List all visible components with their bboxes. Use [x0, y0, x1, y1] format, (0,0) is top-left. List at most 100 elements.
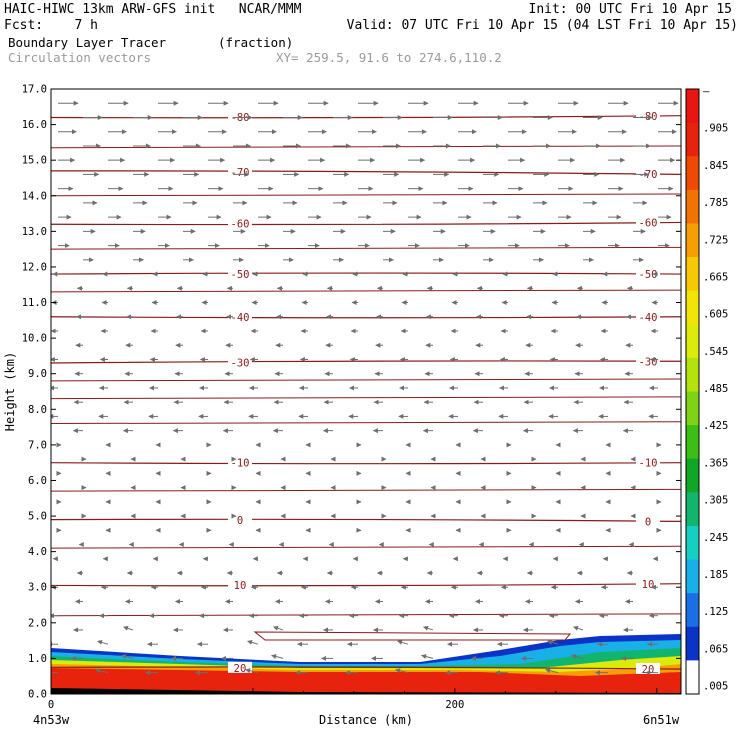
cross-section-endpoints: XY= 259.5, 91.6 to 274.6,110.2 [276, 50, 502, 65]
temperature-contour [51, 360, 681, 364]
field-units: (fraction) [218, 35, 294, 50]
colorbar-swatch [686, 257, 699, 292]
colorbar-label: .665 [703, 271, 728, 283]
circulation-vector [423, 625, 434, 631]
x-tick-label: 200 [445, 699, 464, 711]
colorbar-swatch [686, 156, 699, 191]
circulation-vector [271, 654, 284, 659]
y-tick-label: 11.0 [22, 297, 47, 309]
colorbar-swatch [686, 626, 699, 661]
contour-label: -40 [639, 312, 658, 324]
colorbar-swatch [686, 525, 699, 561]
contour-label-bg [228, 456, 252, 468]
contour-label: 10 [642, 579, 655, 591]
temperature-contour [51, 421, 681, 425]
y-tick-label: 13.0 [22, 226, 47, 238]
contour-label-bg [228, 356, 252, 368]
y-tick-label: 15.0 [22, 155, 47, 167]
temperature-contour [51, 221, 681, 226]
colorbar-swatch [686, 559, 699, 594]
temperature-contour [51, 316, 681, 319]
y-tick-label: 12.0 [22, 261, 47, 273]
overlay-name: Circulation vectors [8, 50, 151, 65]
colorbar-frame [685, 88, 700, 695]
colorbar-label: .725 [703, 234, 728, 246]
contour-label-bg [636, 577, 660, 589]
temperature-contours: -80 -80-70 -70-60 -60-50 -50-40 -40-30 -30-10-… [51, 109, 681, 676]
contour-label: -70 [639, 169, 658, 181]
y-tick-label: 1.0 [28, 653, 47, 665]
contour-label: -10 [639, 458, 658, 470]
temperature-contour [51, 145, 681, 149]
temperature-contour [51, 378, 681, 382]
colorbar-label: .005 [703, 681, 728, 693]
circulation-vector [547, 640, 559, 645]
y-tick-label: 7.0 [28, 439, 47, 451]
plot-frame [50, 88, 682, 695]
contour-label: 20 [642, 664, 655, 676]
temperature-contour [51, 193, 681, 197]
contour-label-bg [636, 268, 660, 280]
circulation-vector [123, 625, 134, 631]
colorbar-label: – [703, 86, 710, 98]
contour-label-bg [228, 268, 252, 280]
temperature-contour [51, 272, 681, 275]
contour-label: -50 [639, 269, 658, 281]
y-tick-label: 9.0 [28, 368, 47, 380]
temperature-contour [51, 545, 681, 549]
temperature-contour [51, 666, 681, 670]
colorbar-swatch [686, 458, 699, 493]
circulation-vectors [51, 100, 679, 676]
y-tick-label: 17.0 [22, 84, 47, 96]
circulation-vector [273, 625, 284, 631]
colorbar-swatch [686, 223, 699, 258]
valid-time: Valid: 07 UTC Fri 10 Apr 15 (04 LST Fri … [346, 18, 738, 33]
x-start-point-label: 4n53w [33, 713, 70, 727]
circulation-vector [95, 668, 109, 674]
contour-label: -30 [639, 356, 658, 368]
contour-label-bg [228, 578, 252, 590]
circulation-vector [121, 654, 134, 659]
colorbar-label: .785 [703, 197, 728, 209]
colorbar-label: .365 [703, 457, 728, 469]
colorbar-swatch [686, 357, 699, 392]
circulation-vector [421, 654, 434, 659]
contour-label: -40 [231, 312, 250, 324]
y-tick-label: 3.0 [28, 582, 47, 594]
y-tick-label: 6.0 [28, 475, 47, 487]
y-tick-label: 16.0 [22, 119, 47, 131]
temperature-contour [51, 613, 681, 617]
y-tick-label: 0.0 [28, 689, 47, 701]
temperature-contour [51, 396, 681, 400]
circulation-vector [97, 640, 109, 645]
colorbar-label: .425 [703, 420, 728, 432]
temperature-contour [51, 583, 681, 587]
circulation-vector [573, 625, 584, 631]
colorbar-label: .185 [703, 569, 728, 581]
circulation-vector [545, 668, 559, 674]
colorbar-swatch [686, 660, 699, 695]
contour-label-bg [636, 355, 660, 367]
x-tick-label: 0 [48, 699, 54, 711]
y-tick-label: 4.0 [28, 546, 47, 558]
temperature-contour [51, 246, 681, 250]
temperature-contour [51, 462, 681, 465]
y-tick-label: 14.0 [22, 190, 47, 202]
colorbar-swatch [686, 89, 699, 124]
colorbar-swatch [686, 593, 699, 628]
contour-label-bg [228, 110, 252, 122]
x-end-point-label: 6n51w [643, 713, 680, 727]
y-axis: 0.0 1.0 2.0 3.0 4.0 5.0 6.0 7.0 8.0 9.0 10.0 11.0 12… [3, 84, 681, 701]
circulation-vector [395, 668, 409, 674]
contour-label: 20 [234, 663, 247, 675]
colorbar-label: .125 [703, 606, 728, 618]
title-line-1: HAIC-HIWC 13km ARW-GFS init NCAR/MMM [4, 2, 302, 17]
contour-label-bg [636, 456, 660, 468]
terrain-line [51, 688, 681, 694]
contour-label-bg [228, 310, 252, 322]
temperature-contour [51, 170, 681, 176]
y-axis-label: Height (km) [3, 352, 17, 431]
contour-label: -80 [639, 111, 658, 123]
contour-label-bg [636, 662, 660, 674]
